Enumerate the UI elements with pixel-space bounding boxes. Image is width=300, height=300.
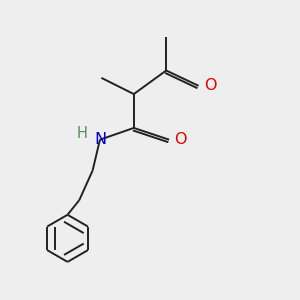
Text: O: O (204, 78, 216, 93)
Text: O: O (174, 132, 187, 147)
Text: H: H (77, 126, 88, 141)
Text: N: N (94, 132, 106, 147)
